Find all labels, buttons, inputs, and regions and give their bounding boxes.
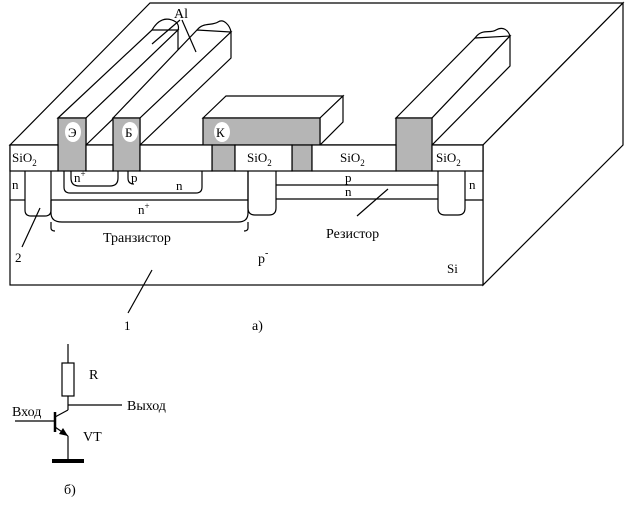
oxide-segment-3	[139, 144, 213, 172]
base-p-label: p	[131, 170, 138, 185]
resistor-structure	[276, 171, 483, 216]
oxide-layer	[9, 144, 484, 172]
al-label: Al	[174, 7, 188, 22]
collector-contact-post	[211, 144, 236, 172]
substrate-p-label: p-	[258, 248, 268, 267]
callout-1-label: 1	[124, 318, 131, 333]
transistor-label: Транзистор	[103, 231, 171, 246]
caption-a: а)	[252, 319, 263, 334]
base-strip-break	[196, 20, 232, 33]
resistor-leader	[356, 188, 389, 217]
caption-b: б)	[64, 483, 76, 498]
resistor-p-label: p	[345, 170, 352, 185]
oxide-segment-6	[431, 144, 484, 172]
n-plus-buried	[50, 171, 249, 223]
callout-1-leader	[127, 269, 153, 314]
emitter-contact	[57, 117, 87, 172]
oxide-segment-1	[9, 144, 59, 172]
right-isolation-p	[437, 171, 466, 216]
resistor-contact-left	[291, 144, 313, 172]
sio2-label-4: SiO2	[436, 150, 461, 168]
oxide-segment-2	[85, 144, 114, 172]
resistor-label: Резистор	[326, 227, 379, 242]
base-letter: Б	[125, 125, 132, 140]
transistor-bracket-right	[243, 222, 249, 232]
middle-isolation-p	[247, 171, 277, 216]
resistor-symbol	[61, 362, 75, 397]
al-leader-1	[151, 19, 181, 45]
emitter-badge	[65, 122, 81, 142]
collector-letter: К	[216, 125, 225, 140]
transistor-collector-lead	[54, 409, 69, 418]
transistor-structure	[10, 171, 277, 223]
output-label: Выход	[127, 399, 166, 414]
callout-2-leader	[21, 207, 41, 248]
emitter-n-plus-label: n+	[74, 169, 86, 185]
sio2-label-3: SiO2	[340, 150, 365, 168]
si-label: Si	[447, 261, 458, 276]
emitter-n-plus	[70, 171, 119, 187]
al-leader-2	[181, 19, 197, 53]
collector-n-label: n	[176, 178, 183, 193]
input-label: Вход	[12, 405, 41, 420]
resistor-contact-right	[395, 117, 433, 172]
transistor-bracket-left	[50, 222, 56, 232]
base-contact-junction	[127, 171, 135, 185]
oxide-segment-4	[234, 144, 293, 172]
emitter-letter: Э	[68, 125, 77, 140]
right-strip-break	[474, 27, 511, 39]
callout-2-label: 2	[15, 250, 22, 265]
collector-block-top	[201, 95, 345, 119]
base-badge	[122, 122, 138, 142]
collector-badge	[214, 122, 230, 142]
n-right-label: n	[469, 177, 476, 192]
n-left-label: n	[12, 177, 19, 192]
sio2-label-2: SiO2	[247, 150, 272, 168]
circuit-diagram	[15, 344, 122, 463]
oxide-segment-5	[311, 144, 397, 172]
emitter-arrow	[59, 428, 68, 436]
sio2-label-1: SiO2	[12, 150, 37, 168]
emitter-strip-break	[151, 18, 180, 31]
base-p-region	[63, 171, 203, 194]
r-label: R	[89, 368, 99, 383]
vt-label: VT	[83, 430, 102, 445]
resistor-n-label: n	[345, 184, 352, 199]
buried-n-plus-label: n+	[138, 201, 150, 217]
